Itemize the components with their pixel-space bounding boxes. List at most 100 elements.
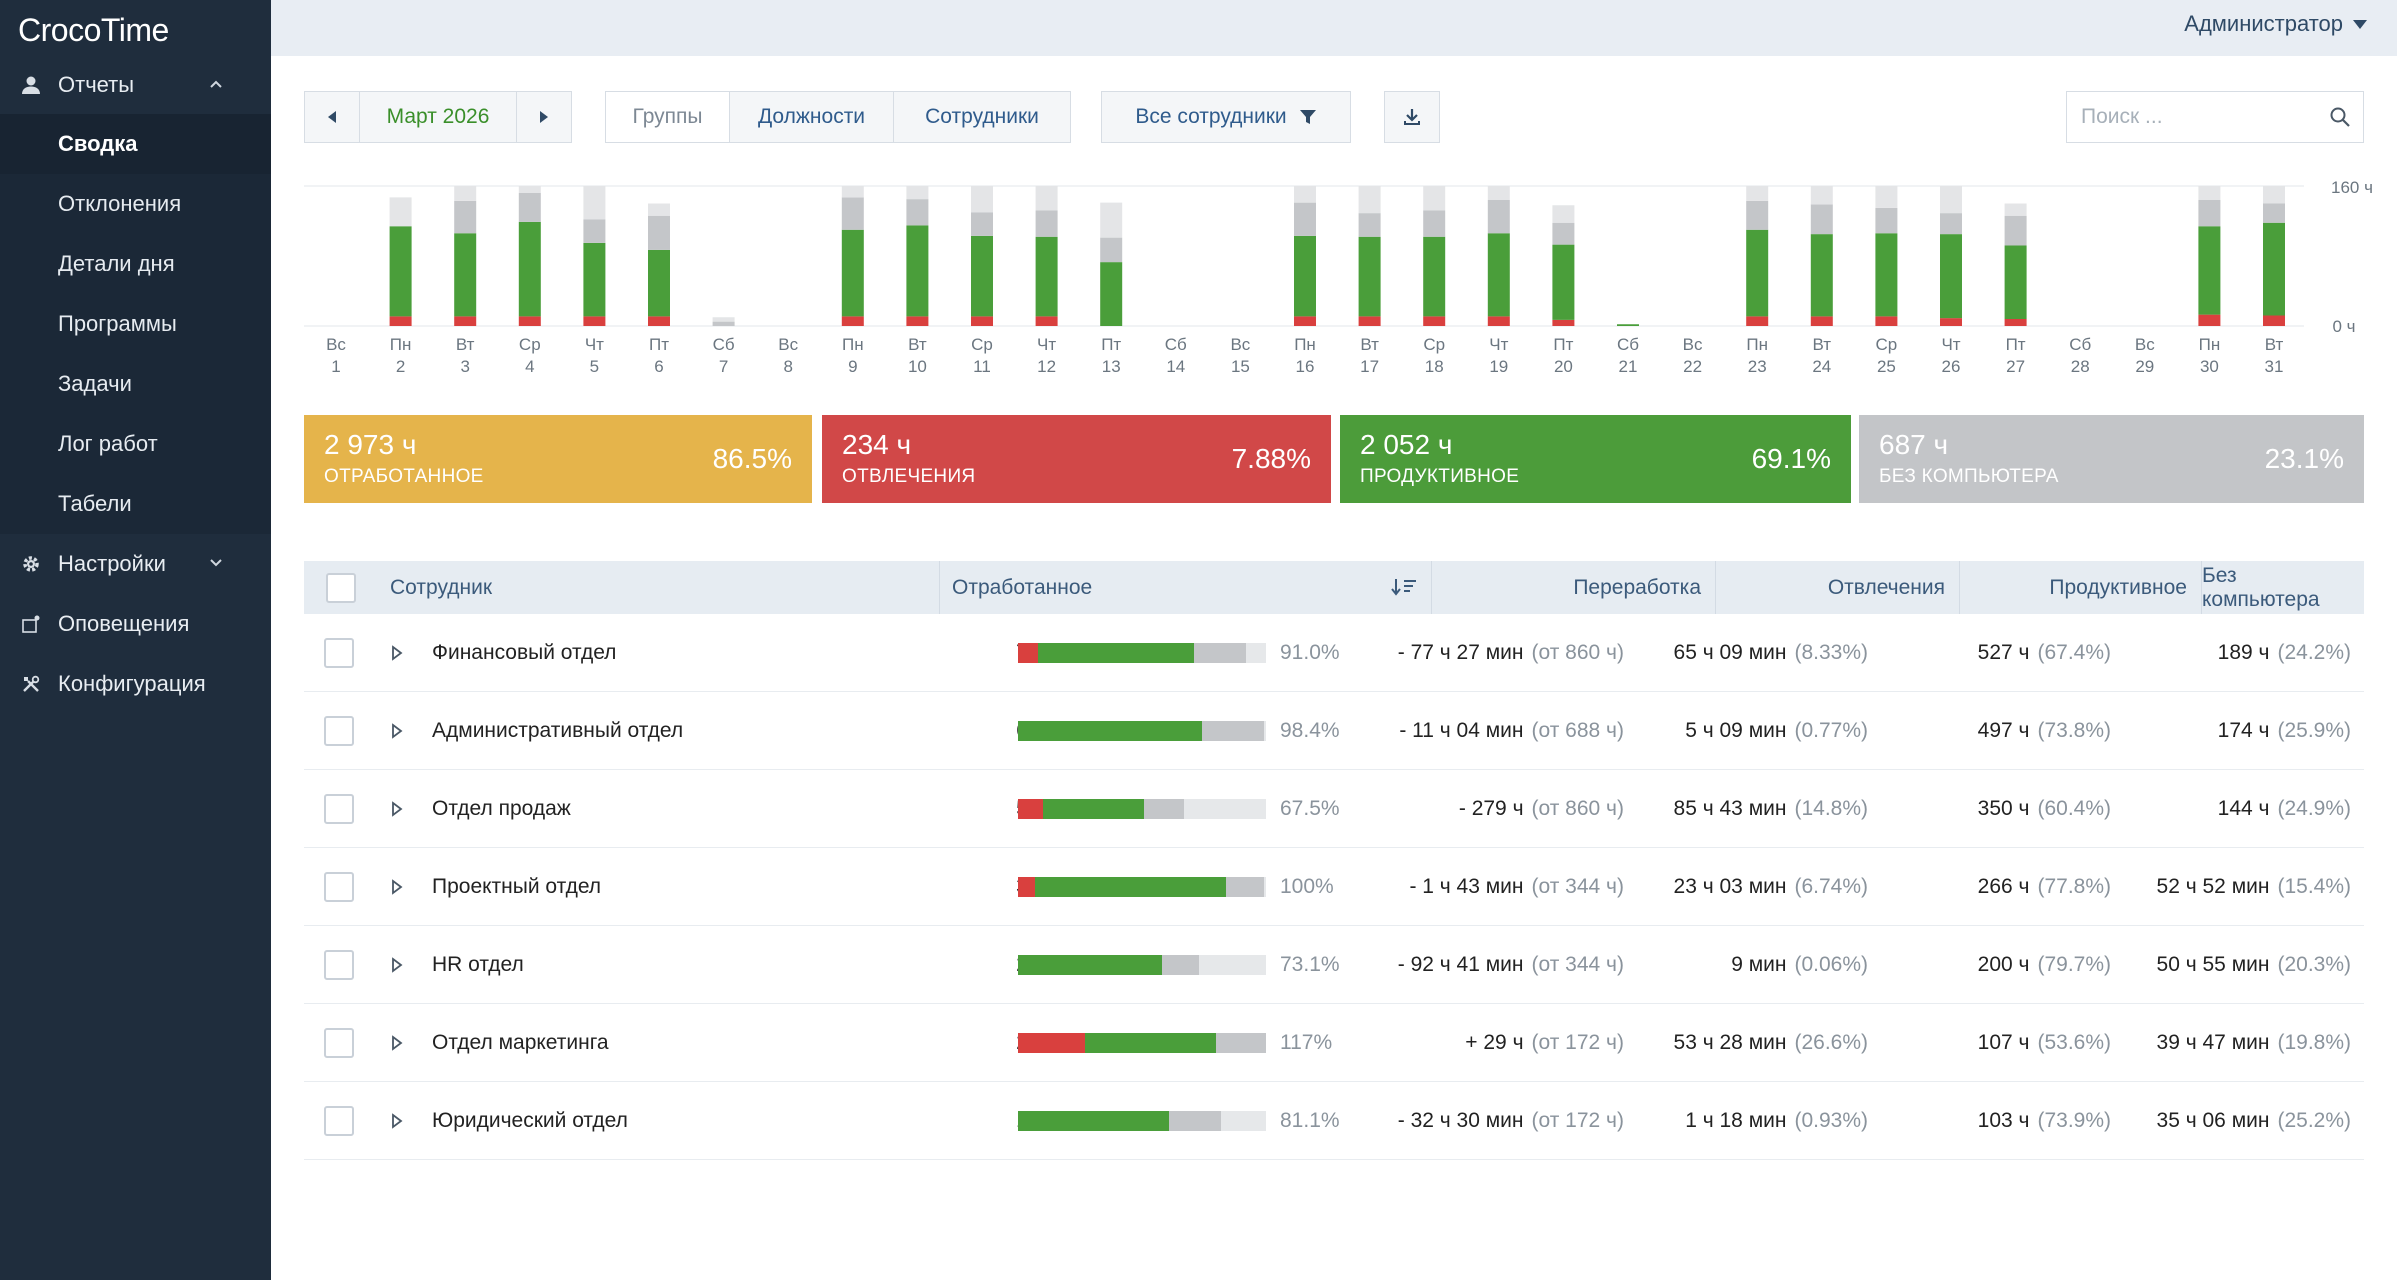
table-row[interactable]: Проектный отдел 342 ч 100% - 1 ч 43 мин …: [304, 848, 2364, 926]
table-row[interactable]: Юридический отдел 139 ч 81.1% - 32 ч 30 …: [304, 1082, 2364, 1160]
group-name[interactable]: Отдел маркетинга: [432, 1031, 609, 1054]
x-tick-weekday: Вс: [1683, 335, 1703, 354]
expand-toggle[interactable]: [390, 1082, 404, 1160]
col-no-computer[interactable]: Без компьютера: [2202, 563, 2320, 611]
user-icon: [20, 74, 42, 96]
table-row[interactable]: Административный отдел 676 ч 98.4% - 11 …: [304, 692, 2364, 770]
prev-month-button[interactable]: [305, 92, 359, 142]
sidebar-item-programs[interactable]: Программы: [58, 311, 177, 336]
month-label[interactable]: Март 2026: [359, 92, 517, 142]
x-tick-weekday: Пн: [1746, 335, 1768, 354]
chart-bar-segment: [2004, 203, 2027, 216]
search-box: [2066, 91, 2364, 143]
row-checkbox[interactable]: [324, 1028, 354, 1058]
search-icon[interactable]: [2329, 106, 2351, 128]
chart-bar-segment: [518, 186, 541, 193]
nav-section-notifications[interactable]: Оповещения: [0, 594, 271, 654]
sort-desc-icon[interactable]: [1391, 577, 1417, 597]
expand-toggle[interactable]: [390, 926, 404, 1004]
row-checkbox[interactable]: [324, 950, 354, 980]
table-row[interactable]: Финансовый отдел 782 ч 91.0% - 77 ч 27 м…: [304, 614, 2364, 692]
chart-bar-segment: [1810, 204, 1833, 235]
chart-bar-segment: [1810, 316, 1833, 326]
table-row[interactable]: Отдел маркетинга 201 ч 117% + 29 ч (от 1…: [304, 1004, 2364, 1082]
chart-bar-segment: [454, 200, 477, 234]
chart-bar-segment: [1552, 319, 1575, 326]
expand-toggle[interactable]: [390, 770, 404, 848]
row-checkbox[interactable]: [324, 872, 354, 902]
chart-bar-segment: [841, 186, 864, 198]
chart-bar-segment: [906, 186, 929, 200]
nav-section-configuration[interactable]: Конфигурация: [0, 654, 271, 714]
row-checkbox[interactable]: [324, 716, 354, 746]
sidebar-item-timesheets[interactable]: Табели: [58, 491, 132, 516]
tab-employees[interactable]: Сотрудники: [925, 105, 1039, 128]
no-computer-cell: 39 ч 47 мин (19.8%): [2157, 1004, 2351, 1082]
no-computer-percent: (24.9%): [2277, 797, 2351, 820]
search-input[interactable]: [2081, 105, 2321, 129]
caret-right-icon: [392, 957, 403, 973]
bar-distraction: [1018, 799, 1043, 819]
chart-bar-segment: [583, 242, 606, 317]
col-distractions[interactable]: Отвлечения: [1716, 561, 1960, 614]
employee-filter-button[interactable]: Все сотрудники: [1101, 91, 1351, 143]
sidebar-item-summary[interactable]: Сводка: [0, 114, 271, 174]
chart-bar-segment: [712, 317, 735, 322]
caret-right-icon: [392, 879, 403, 895]
tab-groups[interactable]: Группы: [606, 92, 730, 142]
table-row[interactable]: Отдел продаж 580 ч 67.5% - 279 ч (от 860…: [304, 770, 2364, 848]
select-all-cell: [304, 561, 378, 614]
user-menu[interactable]: Администратор: [2184, 11, 2367, 37]
group-name[interactable]: HR отдел: [432, 953, 524, 976]
group-name[interactable]: Отдел продаж: [432, 797, 571, 820]
x-tick-weekday: Сб: [1617, 335, 1639, 354]
productive-value: 527 ч: [1977, 641, 2030, 664]
card-value: 234 ч: [842, 429, 912, 460]
distractions-percent: (14.8%): [1794, 797, 1868, 820]
row-checkbox-cell: [324, 770, 354, 848]
chart-bar-segment: [1875, 316, 1898, 326]
next-month-button[interactable]: [517, 92, 571, 142]
overtime-cell: - 77 ч 27 мин (от 860 ч): [1398, 614, 1624, 692]
x-tick-day: 6: [654, 357, 663, 376]
download-button[interactable]: [1384, 91, 1440, 143]
no-computer-value: 189 ч: [2217, 641, 2270, 664]
group-name[interactable]: Финансовый отдел: [432, 641, 617, 664]
chart-bar-segment: [1746, 200, 1769, 230]
chart-bar-segment: [389, 226, 412, 317]
col-productive[interactable]: Продуктивное: [1960, 561, 2202, 614]
select-all-checkbox[interactable]: [326, 572, 356, 603]
sidebar-item-tasks[interactable]: Задачи: [58, 371, 132, 396]
groups-table: Сотрудник Отработанное Переработка Отвле…: [304, 561, 2364, 1160]
table-row[interactable]: HR отдел 251 ч 73.1% - 92 ч 41 мин (от 3…: [304, 926, 2364, 1004]
expand-toggle[interactable]: [390, 1004, 404, 1082]
group-name[interactable]: Проектный отдел: [432, 875, 602, 898]
expand-toggle[interactable]: [390, 692, 404, 770]
nav-section-label: Конфигурация: [58, 671, 206, 696]
overtime-value: - 11 ч 04 мин: [1399, 719, 1524, 742]
row-checkbox[interactable]: [324, 1106, 354, 1136]
group-name[interactable]: Административный отдел: [432, 719, 684, 742]
bar-no-computer: [1226, 877, 1264, 897]
nav-section-reports[interactable]: Отчеты: [0, 56, 271, 114]
chart-bar-segment: [454, 233, 477, 317]
x-tick-day: 30: [2200, 357, 2219, 376]
filter-label: Все сотрудники: [1135, 105, 1287, 128]
sidebar-item-day-details[interactable]: Детали дня: [58, 251, 175, 276]
col-overtime[interactable]: Переработка: [1432, 561, 1716, 614]
col-employee[interactable]: Сотрудник: [378, 561, 940, 614]
nav-section-settings[interactable]: Настройки: [0, 534, 271, 594]
expand-toggle[interactable]: [390, 848, 404, 926]
group-name[interactable]: Юридический отдел: [432, 1109, 628, 1132]
expand-toggle[interactable]: [390, 614, 404, 692]
x-tick-weekday: Вт: [456, 335, 475, 354]
sidebar-item-deviations[interactable]: Отклонения: [58, 191, 182, 216]
sidebar-item-work-log[interactable]: Лог работ: [58, 431, 158, 456]
tab-positions[interactable]: Должности: [730, 92, 894, 142]
col-worked[interactable]: Отработанное: [940, 561, 1432, 614]
row-checkbox[interactable]: [324, 638, 354, 668]
x-tick-weekday: Чт: [1941, 335, 1960, 354]
x-tick-day: 12: [1037, 357, 1056, 376]
worked-percent: 98.4%: [1280, 719, 1340, 742]
row-checkbox[interactable]: [324, 794, 354, 824]
